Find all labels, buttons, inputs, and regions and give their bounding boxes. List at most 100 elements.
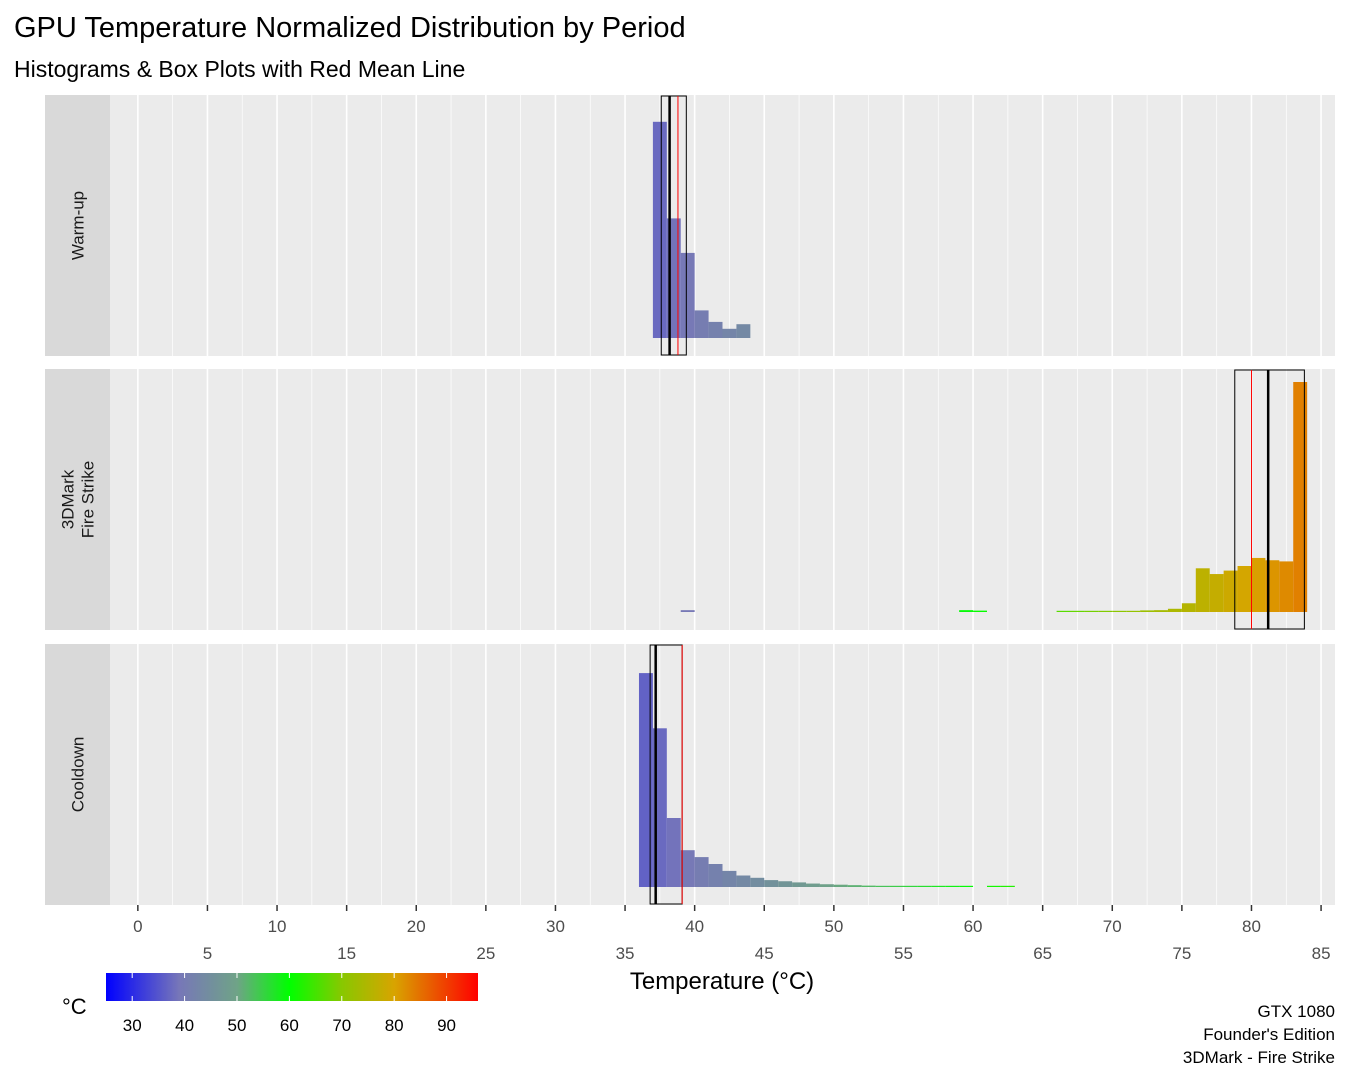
histogram-bar xyxy=(889,885,904,887)
histogram-bar xyxy=(1112,610,1127,612)
facet-strip-label: 3DMarkFire Strike xyxy=(59,461,98,538)
histogram-bar xyxy=(722,328,737,338)
histogram-bar xyxy=(680,850,695,887)
histogram-bar xyxy=(917,885,932,887)
x-tick-label: 50 xyxy=(824,917,843,936)
histogram-bar xyxy=(959,885,974,887)
x-tick-label: 35 xyxy=(616,944,635,963)
histogram-bar xyxy=(792,882,807,887)
histogram-bar xyxy=(1140,610,1155,612)
legend-tick-label: 50 xyxy=(228,1016,247,1035)
facet-strip-label: Cooldown xyxy=(69,737,88,813)
x-tick-label: 70 xyxy=(1103,917,1122,936)
histogram-bar xyxy=(764,880,779,887)
histogram-bar xyxy=(1056,610,1071,612)
histogram-bar xyxy=(708,864,723,887)
histogram-bar xyxy=(722,870,737,887)
x-tick-label: 5 xyxy=(203,944,212,963)
histogram-bar xyxy=(1098,610,1113,612)
facet-panels: Warm-up 3DMarkFire Strike Cooldown xyxy=(45,95,1335,905)
panel-background xyxy=(110,95,1335,356)
facet-strip xyxy=(45,369,110,630)
x-tick-label: 40 xyxy=(685,917,704,936)
histogram-bar xyxy=(1293,382,1308,612)
legend-tick-label: 70 xyxy=(332,1016,351,1035)
box-plot xyxy=(660,95,687,356)
histogram-bar xyxy=(847,885,862,887)
facet-strip-label-line: Warm-up xyxy=(69,191,88,260)
x-tick-label: 80 xyxy=(1242,917,1261,936)
facet-strip-label: Warm-up xyxy=(69,191,88,260)
histogram-bar xyxy=(861,885,876,887)
caption-line: GTX 1080 xyxy=(1258,1002,1336,1021)
histogram-bar xyxy=(1181,603,1196,612)
histogram-bar xyxy=(1251,557,1266,612)
histogram-bar xyxy=(652,121,667,338)
box-plot xyxy=(1234,369,1305,630)
legend-title: °C xyxy=(62,994,87,1019)
x-tick-label: 85 xyxy=(1312,944,1331,963)
histogram-bar xyxy=(986,885,1001,887)
histogram-bar xyxy=(680,252,695,338)
histogram-bar xyxy=(806,883,820,887)
x-tick-label: 10 xyxy=(268,917,287,936)
histogram-bar xyxy=(931,885,946,887)
histogram-bar xyxy=(1126,610,1141,612)
histogram-bar xyxy=(875,885,890,887)
x-axis-title: Temperature (°C) xyxy=(630,968,814,995)
facet-panel: 3DMarkFire Strike xyxy=(45,369,1335,630)
histogram-bar xyxy=(1000,885,1015,887)
histogram-bar xyxy=(694,857,709,887)
histogram-bar xyxy=(903,885,918,887)
facet-panel: Warm-up xyxy=(45,95,1335,356)
histogram-bar xyxy=(1084,610,1099,612)
histogram-bar xyxy=(736,324,751,338)
caption-line: 3DMark - Fire Strike xyxy=(1183,1048,1335,1067)
facet-panel: Cooldown xyxy=(45,644,1335,905)
histogram-bar xyxy=(694,310,709,338)
histogram-bar xyxy=(973,610,987,612)
color-legend: °C 30 40 50 60 70 80 90 xyxy=(62,973,478,1035)
x-tick-label: 25 xyxy=(476,944,495,963)
histogram-bar xyxy=(1279,561,1294,612)
x-tick-label: 45 xyxy=(755,944,774,963)
histogram-bar xyxy=(1223,570,1238,612)
histogram-bar xyxy=(708,321,723,338)
histogram-bar xyxy=(736,875,751,887)
histogram-bar xyxy=(1167,608,1182,612)
caption-line: Founder's Edition xyxy=(1203,1025,1335,1044)
legend-tick-label: 80 xyxy=(385,1016,404,1035)
histogram-bar xyxy=(819,884,834,887)
legend-tick-label: 90 xyxy=(437,1016,456,1035)
histogram-bar xyxy=(1070,610,1085,612)
chart-subtitle: Histograms & Box Plots with Red Mean Lin… xyxy=(14,56,465,82)
facet-strip xyxy=(45,644,110,905)
histogram-bar xyxy=(1237,566,1252,612)
panel-background xyxy=(110,644,1335,905)
x-tick-label: 75 xyxy=(1172,944,1191,963)
facet-strip xyxy=(45,95,110,356)
facet-strip-label-line: 3DMark xyxy=(59,469,78,529)
histogram-bar xyxy=(959,610,974,612)
facet-strip-label-line: Cooldown xyxy=(69,737,88,813)
histogram-bar xyxy=(666,818,681,887)
x-tick-label: 30 xyxy=(546,917,565,936)
histogram-bar xyxy=(750,877,765,887)
histogram-bar xyxy=(778,881,793,887)
chart-caption: GTX 1080 Founder's Edition 3DMark - Fire S… xyxy=(1183,1002,1335,1067)
chart-title: GPU Temperature Normalized Distribution … xyxy=(14,12,686,44)
histogram-bar xyxy=(833,884,848,887)
x-tick-label: 15 xyxy=(337,944,356,963)
histogram-bar xyxy=(638,673,653,887)
x-tick-label: 20 xyxy=(407,917,426,936)
histogram-bar xyxy=(1195,568,1210,612)
histogram-bar xyxy=(680,610,695,612)
histogram-bar xyxy=(945,885,960,887)
facet-strip-label-line: Fire Strike xyxy=(79,461,98,538)
histogram-bar xyxy=(1209,574,1224,612)
x-tick-label: 0 xyxy=(133,917,142,936)
legend-colorbar xyxy=(106,973,478,1001)
x-tick-label: 60 xyxy=(964,917,983,936)
histogram-bar xyxy=(1154,610,1168,612)
